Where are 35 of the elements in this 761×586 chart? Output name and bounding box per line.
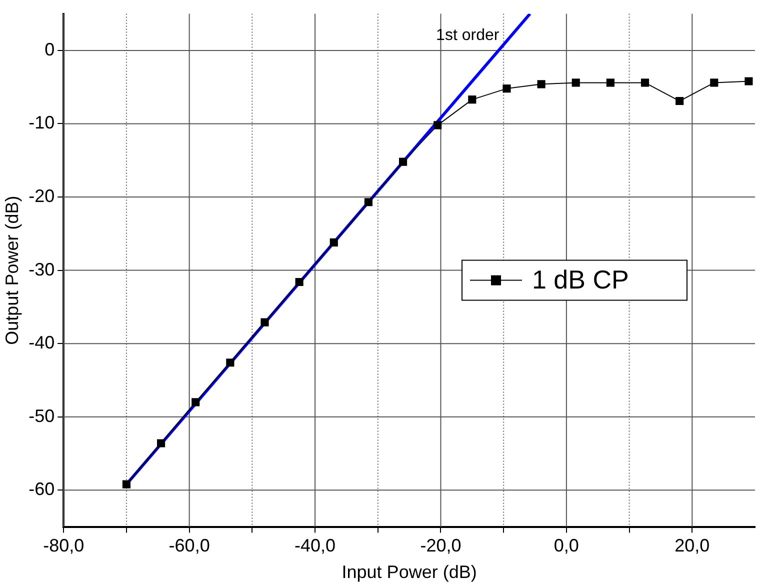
x-tick-label: -60,0 xyxy=(168,536,210,556)
y-tick-label: -50 xyxy=(28,406,55,426)
point xyxy=(295,278,304,286)
y-tick-label: 0 xyxy=(44,39,55,60)
point xyxy=(468,96,476,104)
point xyxy=(122,480,131,488)
y-tick-label: -20 xyxy=(28,186,55,206)
point xyxy=(606,78,614,87)
legend-label: 1 dB CP xyxy=(532,264,629,294)
y-tick-label: -10 xyxy=(28,112,55,133)
point xyxy=(157,439,166,448)
x-tick-label: 20,0 xyxy=(674,536,710,556)
x-tick-label: -80,0 xyxy=(43,536,84,556)
x-tick-label: -20,0 xyxy=(420,536,462,556)
y-tick-label: -30 xyxy=(28,259,55,280)
y-axis-title: Output Power (dB) xyxy=(2,196,22,345)
point xyxy=(744,77,753,86)
y-tick-label: -40 xyxy=(28,332,55,353)
y-tick-label: -60 xyxy=(28,479,55,500)
point xyxy=(640,78,650,87)
x-tick-label: -40,0 xyxy=(294,536,336,556)
point xyxy=(226,358,234,367)
point xyxy=(260,318,269,326)
point xyxy=(364,198,372,206)
point xyxy=(676,96,684,106)
point xyxy=(398,158,408,166)
point xyxy=(537,80,546,88)
point xyxy=(502,84,511,93)
point xyxy=(434,121,442,130)
x-tick-label: 0,0 xyxy=(554,536,579,556)
point xyxy=(192,398,200,406)
x-axis-title: Input Power (dB) xyxy=(342,562,477,582)
point xyxy=(710,78,718,87)
point xyxy=(572,78,580,87)
point xyxy=(330,238,338,246)
